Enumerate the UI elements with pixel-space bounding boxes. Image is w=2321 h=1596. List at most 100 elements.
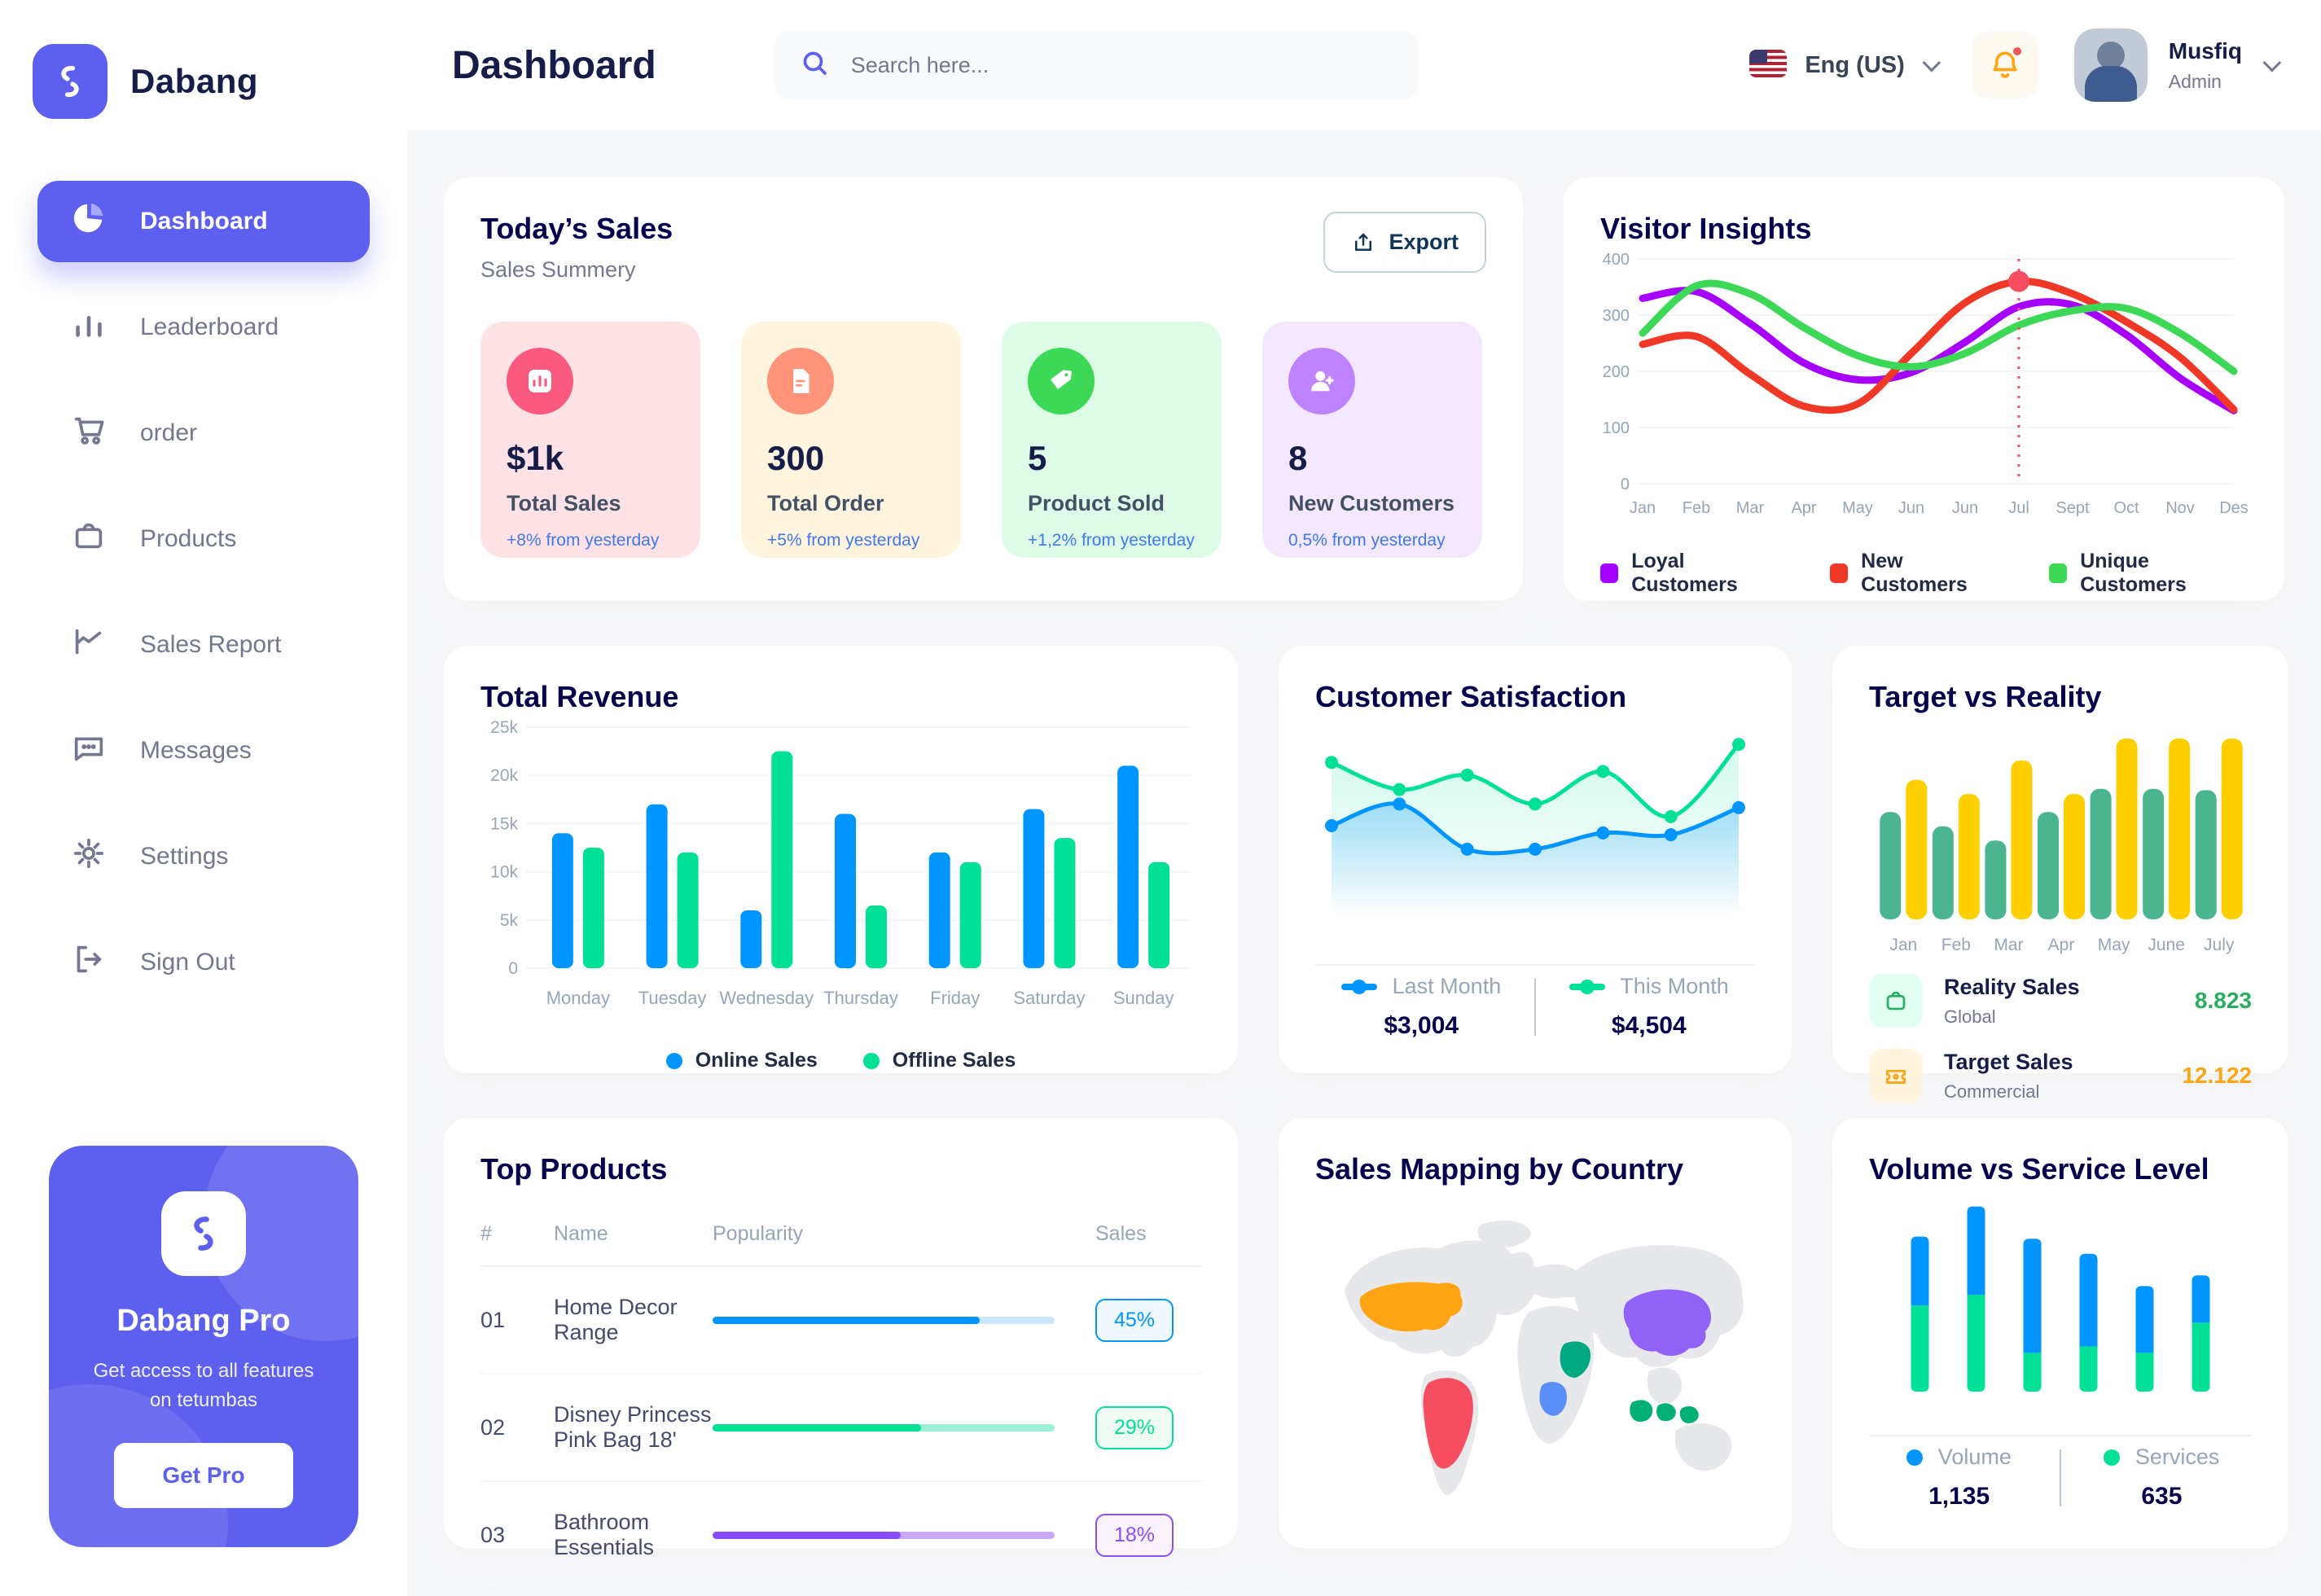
user-name: Musfiq <box>2168 37 2242 64</box>
country-dr-congo[interactable] <box>1539 1381 1567 1416</box>
product-num: 02 <box>480 1374 554 1482</box>
stat-cards: $1k Total Sales +8% from yesterday 300 T… <box>480 322 1486 558</box>
stat-card-new-customers[interactable]: 8 New Customers 0,5% from yesterday <box>1262 322 1482 558</box>
language-selector[interactable]: Eng (US) <box>1749 49 1941 81</box>
sidebar-item-settings[interactable]: Settings <box>37 816 370 897</box>
sidebar-menu: Dashboard Leaderboard order Products Sal… <box>0 181 407 1003</box>
brand-logo-icon <box>33 44 107 119</box>
target-vs-reality-chart: Jan Feb Mar Apr May June July <box>1880 738 2243 954</box>
svg-text:Nov: Nov <box>2165 499 2195 517</box>
stat-card-total-sales[interactable]: $1k Total Sales +8% from yesterday <box>480 322 700 558</box>
brand[interactable]: Dabang <box>0 28 407 135</box>
svg-text:Feb: Feb <box>1941 936 1971 954</box>
divider <box>1869 1435 2252 1436</box>
notifications-button[interactable] <box>1971 32 2038 99</box>
country-brazil[interactable] <box>1423 1378 1473 1469</box>
pro-upgrade-card: Dabang Pro Get access to all features on… <box>49 1146 358 1547</box>
sidebar-item-leaderboard[interactable]: Leaderboard <box>37 287 370 368</box>
svg-text:Wednesday: Wednesday <box>719 988 814 1008</box>
stat-label: Total Sales <box>507 491 621 515</box>
legend-line-marker <box>1341 979 1378 994</box>
line-chart-icon <box>70 623 107 667</box>
table-row[interactable]: 02 Disney Princess Pink Bag 18' 29% <box>480 1374 1201 1482</box>
product-num: 01 <box>480 1266 554 1375</box>
country-united-states[interactable] <box>1359 1282 1463 1332</box>
column-header: Popularity <box>713 1208 1095 1267</box>
sidebar-item-order[interactable]: order <box>37 392 370 474</box>
pro-description: Get access to all features on tetumbas <box>93 1360 314 1411</box>
svg-text:June: June <box>2148 936 2185 954</box>
legend-dot <box>2104 1449 2121 1466</box>
legend-label: Unique Customers <box>2080 550 2187 596</box>
todays-sales-subtitle: Sales Summery <box>480 257 636 282</box>
legend-dot <box>665 1052 682 1069</box>
visitor-legend: Loyal Customers New Customers Unique Cus… <box>1600 550 2248 597</box>
sales-mapping-card: Sales Mapping by Country <box>1279 1118 1792 1548</box>
legend-dot <box>862 1052 880 1069</box>
todays-sales-card: Today’s Sales Sales Summery Export $1k T <box>444 178 1523 601</box>
svg-text:Friday: Friday <box>930 988 980 1008</box>
sidebar-item-sign-out[interactable]: Sign Out <box>37 922 370 1003</box>
svg-text:Sunday: Sunday <box>1113 988 1174 1008</box>
svg-text:15k: 15k <box>490 814 518 833</box>
sidebar-item-label: Dashboard <box>140 208 268 235</box>
svg-text:Jun: Jun <box>1898 499 1924 517</box>
stat-delta: +5% from yesterday <box>767 531 920 550</box>
sidebar-item-label: Leaderboard <box>140 314 279 340</box>
product-name: Disney Princess Pink Bag 18' <box>554 1374 713 1482</box>
pie-chart-icon <box>70 200 107 243</box>
satisfaction-legend: Last Month $3,004 This Month $4,504 <box>1315 974 1755 1040</box>
svg-text:Jun: Jun <box>1952 499 1978 517</box>
get-pro-button[interactable]: Get Pro <box>114 1443 293 1508</box>
sidebar-item-messages[interactable]: Messages <box>37 710 370 791</box>
stat-delta: +1,2% from yesterday <box>1028 531 1195 550</box>
stat-value: 8 <box>1288 439 1308 477</box>
product-name: Home Decor Range <box>554 1266 713 1375</box>
volume-vs-service-card: Volume vs Service Level Volume 1,135 Ser… <box>1832 1118 2288 1548</box>
svg-text:Saturday: Saturday <box>1013 988 1085 1008</box>
table-row[interactable]: 03 Bathroom Essentials 18% <box>480 1481 1201 1589</box>
gear-icon <box>70 835 107 879</box>
stat-card-product-sold[interactable]: 5 Product Sold +1,2% from yesterday <box>1002 322 1222 558</box>
export-icon <box>1355 233 1372 251</box>
export-button[interactable]: Export <box>1323 212 1486 273</box>
sales-badge: 18% <box>1095 1513 1174 1557</box>
total-revenue-chart: 0 5k 10k 15k 20k 25k Monday Tuesday Wednesday Thu… <box>490 718 1191 1008</box>
popularity-bar <box>713 1531 1055 1539</box>
sidebar-item-label: Sign Out <box>140 949 235 976</box>
page-title: Dashboard <box>452 43 656 87</box>
sidebar-item-sales-report[interactable]: Sales Report <box>37 604 370 686</box>
table-row[interactable]: 04Apple Smartwatches25% <box>480 1589 1201 1596</box>
country-indonesia[interactable] <box>1630 1400 1699 1423</box>
svg-text:5k: 5k <box>500 911 519 930</box>
svg-text:200: 200 <box>1603 363 1630 381</box>
customer-satisfaction-chart <box>1325 738 1745 916</box>
column-header: Sales <box>1095 1208 1201 1267</box>
country-saudi-arabia[interactable] <box>1560 1341 1591 1378</box>
legend-swatch <box>1600 563 1619 583</box>
svg-text:May: May <box>1842 499 1873 517</box>
table-row[interactable]: 01 Home Decor Range 45% <box>480 1266 1201 1375</box>
search-box <box>774 31 1418 99</box>
sidebar-item-products[interactable]: Products <box>37 498 370 580</box>
legend-label: New Customers <box>1861 550 1968 596</box>
sidebar-item-dashboard[interactable]: Dashboard <box>37 181 370 262</box>
ticket-icon <box>1869 1049 1923 1103</box>
search-input[interactable] <box>850 52 1393 78</box>
customer-satisfaction-title: Customer Satisfaction <box>1315 680 1627 713</box>
legend-label: Services <box>2135 1445 2220 1469</box>
volume-vs-service-title: Volume vs Service Level <box>1869 1152 2209 1186</box>
stat-card-total-order[interactable]: 300 Total Order +5% from yesterday <box>741 322 961 558</box>
profile-menu[interactable]: Musfiq Admin <box>2073 28 2282 102</box>
svg-text:Apr: Apr <box>1791 499 1816 517</box>
svg-text:400: 400 <box>1603 251 1630 269</box>
visitor-insights-card: Visitor Insights 0 100 200 300 400 Jan Feb Mar A… <box>1564 178 2284 601</box>
search-icon <box>799 47 831 84</box>
bar-chart-icon <box>507 348 573 414</box>
pro-logo-icon <box>161 1191 246 1276</box>
stat-value: 300 <box>767 439 825 477</box>
legend-value: 635 <box>2141 1483 2183 1510</box>
stat-label: New Customers <box>1288 491 1455 515</box>
country-china[interactable] <box>1623 1289 1712 1357</box>
svg-text:Jan: Jan <box>1889 936 1917 954</box>
